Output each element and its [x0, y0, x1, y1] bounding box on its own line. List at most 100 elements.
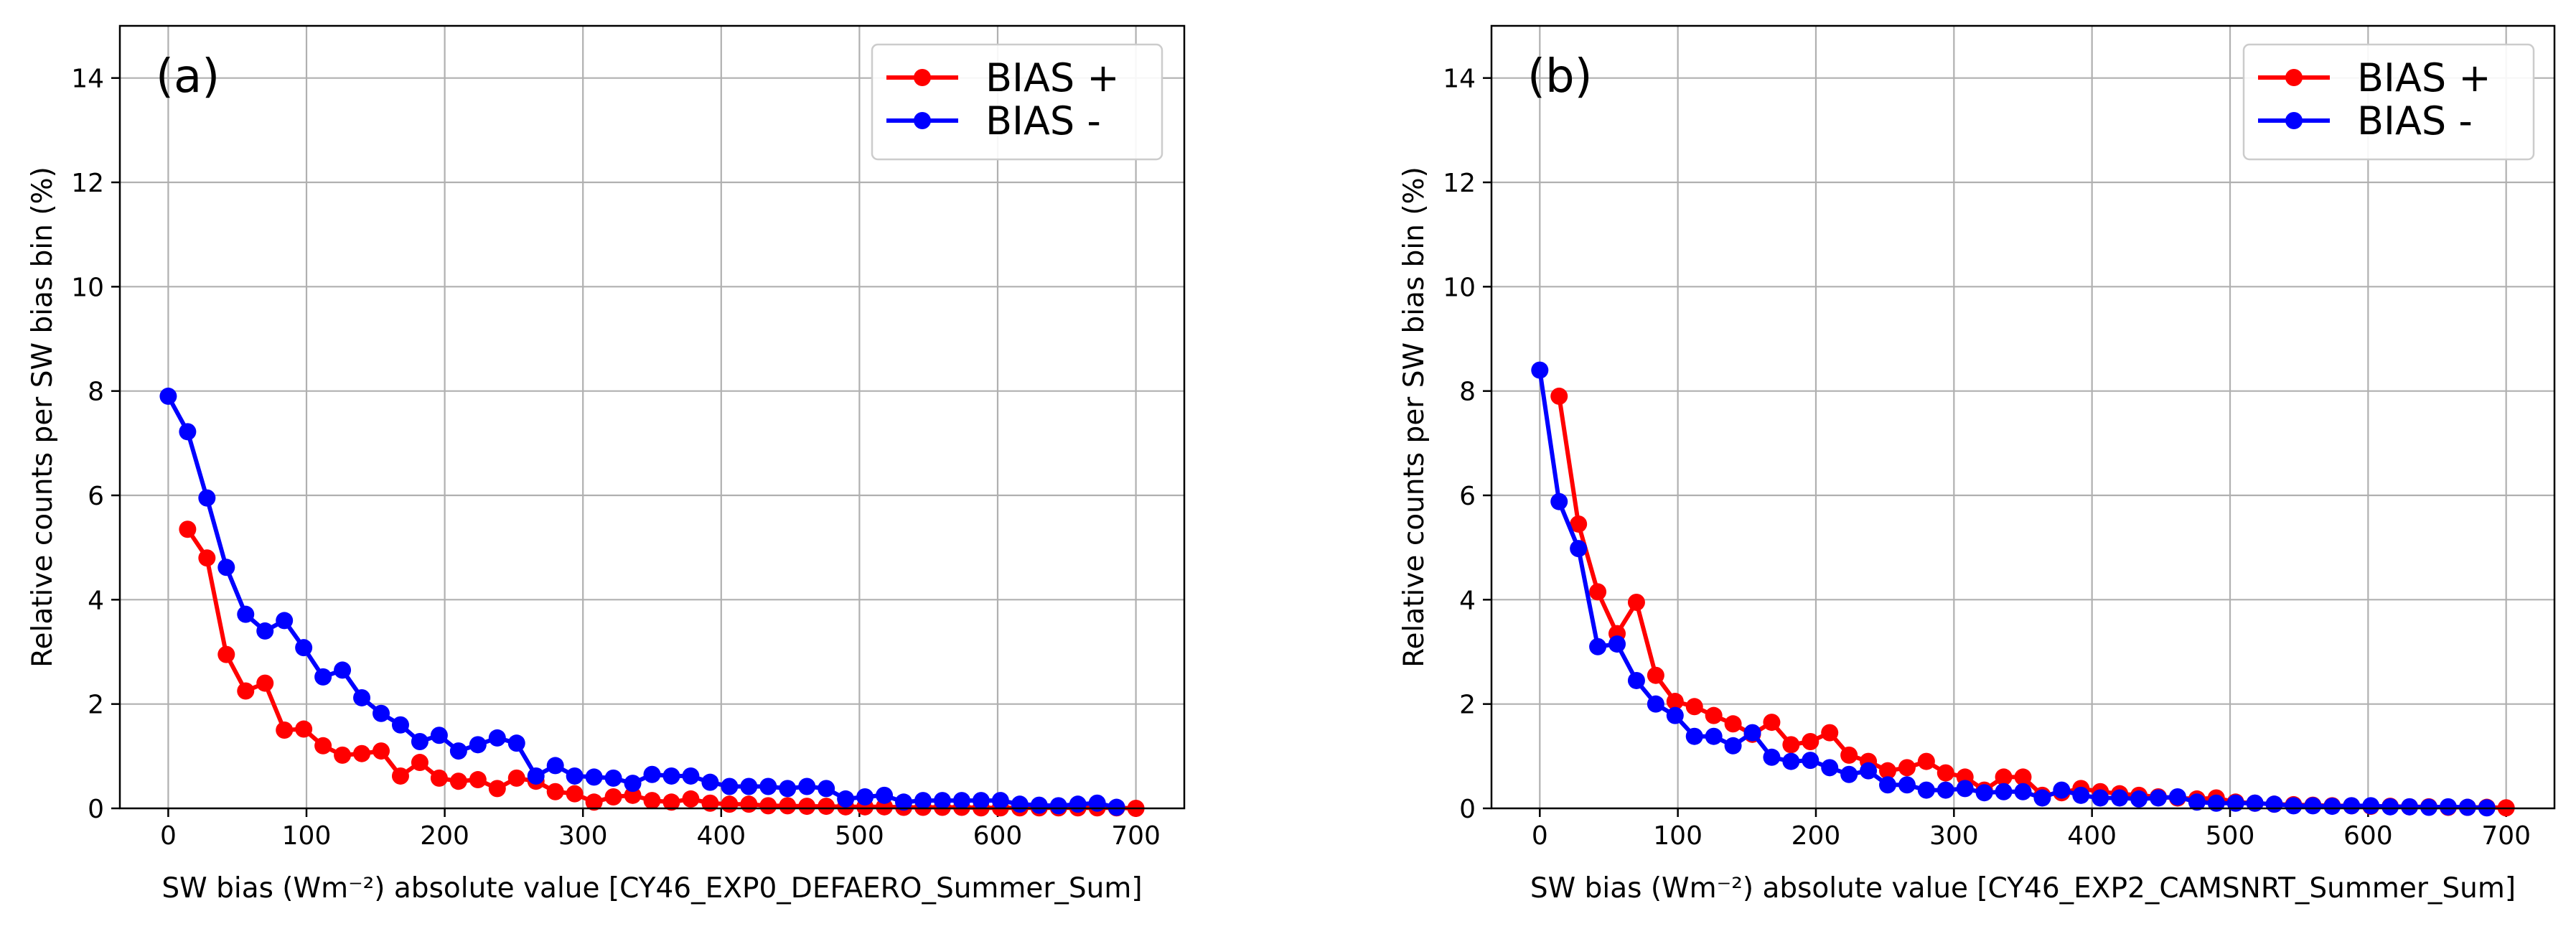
data-point: [2420, 798, 2437, 816]
data-point: [682, 767, 700, 785]
x-tick-label: 100: [1653, 821, 1702, 851]
data-point: [179, 520, 197, 538]
data-point: [507, 769, 525, 787]
data-point: [1995, 768, 2013, 786]
data-point: [1030, 796, 1048, 814]
data-point: [798, 798, 816, 816]
x-tick-label: 500: [835, 821, 884, 851]
data-point: [1011, 795, 1029, 813]
data-point: [856, 788, 874, 806]
data-point: [1685, 727, 1703, 745]
data-point: [276, 612, 294, 630]
data-point: [818, 798, 835, 816]
data-point: [2304, 797, 2322, 815]
data-point: [1936, 764, 1954, 782]
legend: BIAS +BIAS -: [871, 43, 1163, 161]
x-tick-label: 700: [1111, 821, 1161, 851]
y-axis-label: Relative counts per SW bias bin (%): [27, 167, 59, 668]
data-point: [2014, 768, 2032, 786]
x-tick-label: 0: [160, 821, 177, 851]
data-point: [1049, 797, 1067, 815]
x-axis-label: SW bias (Wm⁻²) absolute value [CY46_EXP2…: [1530, 872, 2516, 905]
data-point: [276, 721, 294, 739]
data-point: [2362, 797, 2380, 815]
data-point: [1589, 583, 1607, 601]
data-point: [624, 786, 642, 804]
data-point: [2188, 793, 2206, 811]
data-point: [334, 661, 352, 679]
x-tick-label: 300: [558, 821, 608, 851]
y-axis-label: Relative counts per SW bias bin (%): [1398, 167, 1430, 668]
data-point: [1743, 724, 1761, 742]
data-point: [779, 780, 797, 798]
data-point: [488, 729, 506, 747]
legend-marker: [914, 112, 931, 129]
panel-label: (a): [156, 50, 220, 103]
data-point: [2207, 794, 2225, 812]
data-point: [1705, 706, 1723, 724]
data-point: [1550, 492, 1568, 510]
data-point: [1782, 736, 1800, 754]
data-point: [411, 732, 428, 750]
data-point: [2053, 781, 2071, 799]
data-point: [1782, 752, 1800, 770]
x-tick-label: 400: [2067, 821, 2117, 851]
data-point: [1724, 737, 1742, 755]
data-point: [624, 775, 642, 793]
y-tick-label: 12: [1443, 169, 1476, 198]
data-point: [1763, 714, 1781, 732]
data-point: [933, 792, 951, 810]
y-tick-label: 10: [1443, 273, 1476, 302]
data-point: [1898, 759, 1916, 777]
axes: 0 100 200 300 400 500 600 700 0 2 4 6 8 10 12 14: [71, 65, 1161, 851]
data-point: [740, 795, 758, 813]
y-tick-label: 14: [71, 65, 104, 94]
data-point: [391, 716, 409, 734]
data-point: [2168, 788, 2186, 806]
y-tick-label: 6: [88, 482, 104, 511]
data-point: [469, 736, 487, 754]
grid: [1491, 26, 2554, 810]
data-point: [1840, 765, 1858, 783]
data-point: [353, 744, 371, 762]
data-point: [314, 668, 332, 686]
x-tick-label: 600: [973, 821, 1023, 851]
y-tick-label: 4: [88, 586, 104, 615]
data-point: [430, 727, 448, 744]
axes: 0 100 200 300 400 500 600 700 0 2 4 6 8 10 12 14: [1443, 65, 2531, 851]
data-point: [373, 704, 390, 722]
legend-marker: [2285, 112, 2303, 129]
legend: BIAS +BIAS -: [2242, 43, 2535, 161]
data-point: [179, 423, 197, 441]
data-point: [740, 777, 758, 795]
y-tick-label: 8: [88, 378, 104, 407]
data-point: [1956, 780, 1974, 798]
data-point: [991, 792, 1009, 810]
legend-marker: [2285, 69, 2303, 86]
data-point: [217, 645, 235, 663]
data-point: [2111, 789, 2129, 807]
data-point: [1088, 794, 1106, 812]
data-point: [469, 771, 487, 789]
data-point: [682, 790, 700, 808]
data-point: [895, 793, 913, 811]
data-point: [1917, 781, 1935, 799]
data-point: [1975, 784, 1993, 802]
y-tick-label: 6: [1459, 482, 1476, 511]
data-point: [2323, 798, 2341, 816]
data-point: [1570, 540, 1588, 558]
data-point: [2130, 790, 2148, 808]
data-point: [1647, 695, 1664, 713]
data-point: [546, 757, 564, 775]
series-bias-minus: [1531, 361, 2496, 817]
data-point: [1840, 746, 1858, 764]
data-point: [876, 786, 894, 804]
data-point: [391, 767, 409, 785]
data-point: [2033, 789, 2051, 807]
data-point: [1608, 635, 1626, 653]
data-point: [759, 777, 777, 795]
data-point: [1724, 715, 1742, 733]
legend-label: BIAS +: [985, 55, 1120, 101]
data-point: [2439, 798, 2457, 816]
data-point: [914, 792, 932, 810]
